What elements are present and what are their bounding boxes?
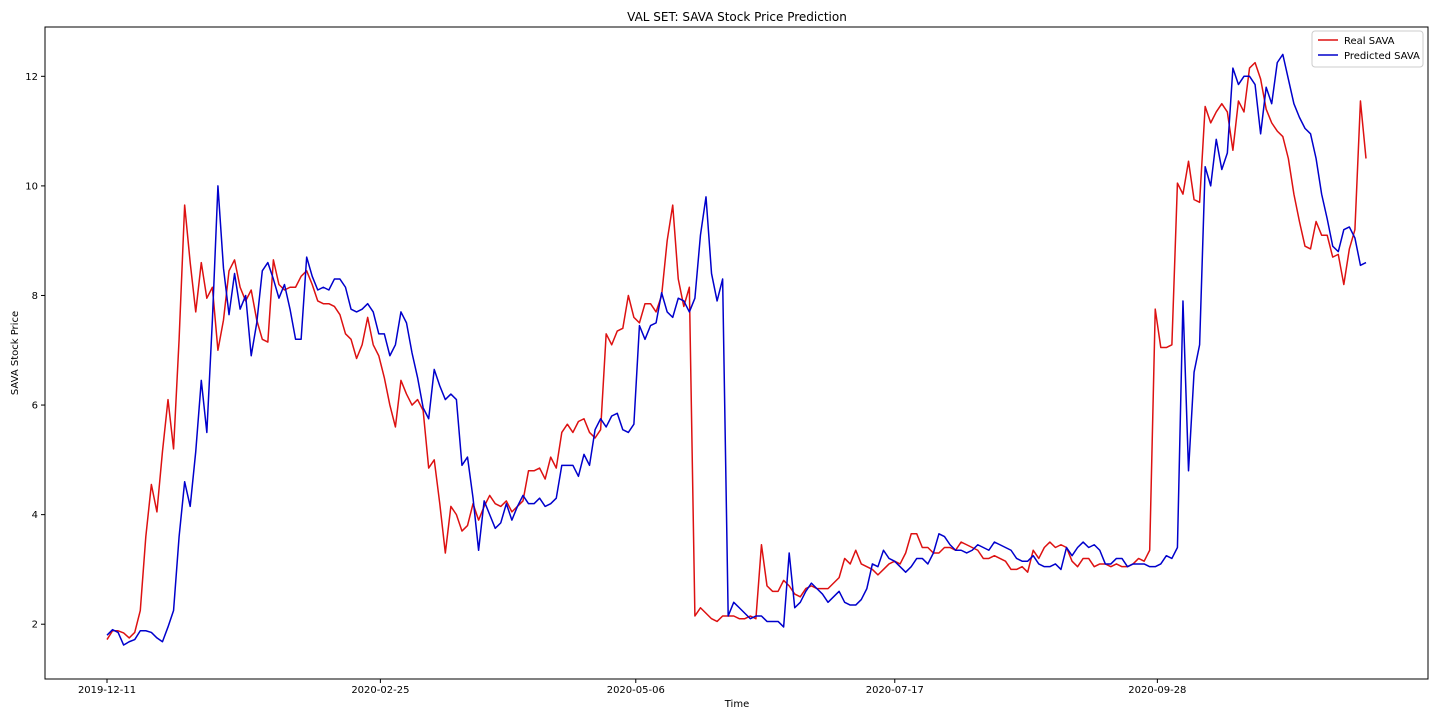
x-axis-title: Time	[724, 699, 749, 710]
legend: Real SAVA Predicted SAVA	[1311, 30, 1424, 68]
chart-title: VAL SET: SAVA Stock Price Prediction	[627, 10, 847, 24]
y-tick-label: 2	[32, 620, 38, 631]
x-tick-label: 2020-02-25	[351, 685, 409, 696]
legend-box	[1311, 30, 1424, 68]
series-line-real-sava	[106, 61, 1367, 640]
y-tick-label: 10	[25, 181, 38, 192]
y-axis: 2 4 6 8 10 12	[25, 72, 45, 631]
legend-label-real: Real SAVA	[1344, 36, 1395, 47]
y-tick-label: 6	[32, 401, 38, 412]
y-tick-label: 4	[32, 510, 38, 521]
y-tick-label: 12	[25, 72, 38, 83]
x-tick-label: 2020-07-17	[866, 685, 924, 696]
x-tick-label: 2020-05-06	[607, 685, 665, 696]
legend-label-predicted: Predicted SAVA	[1344, 51, 1420, 62]
x-axis: 2019-12-11 2020-02-25 2020-05-06 2020-07-17…	[78, 679, 1186, 696]
series-lines	[106, 53, 1367, 646]
x-tick-label: 2019-12-11	[78, 685, 136, 696]
plot-area	[44, 26, 1429, 680]
y-axis-title: SAVA Stock Price	[10, 311, 21, 395]
plot-frame	[44, 26, 1429, 680]
series-line-predicted-sava	[106, 53, 1367, 646]
y-tick-label: 8	[32, 291, 38, 302]
x-tick-label: 2020-09-28	[1128, 685, 1186, 696]
